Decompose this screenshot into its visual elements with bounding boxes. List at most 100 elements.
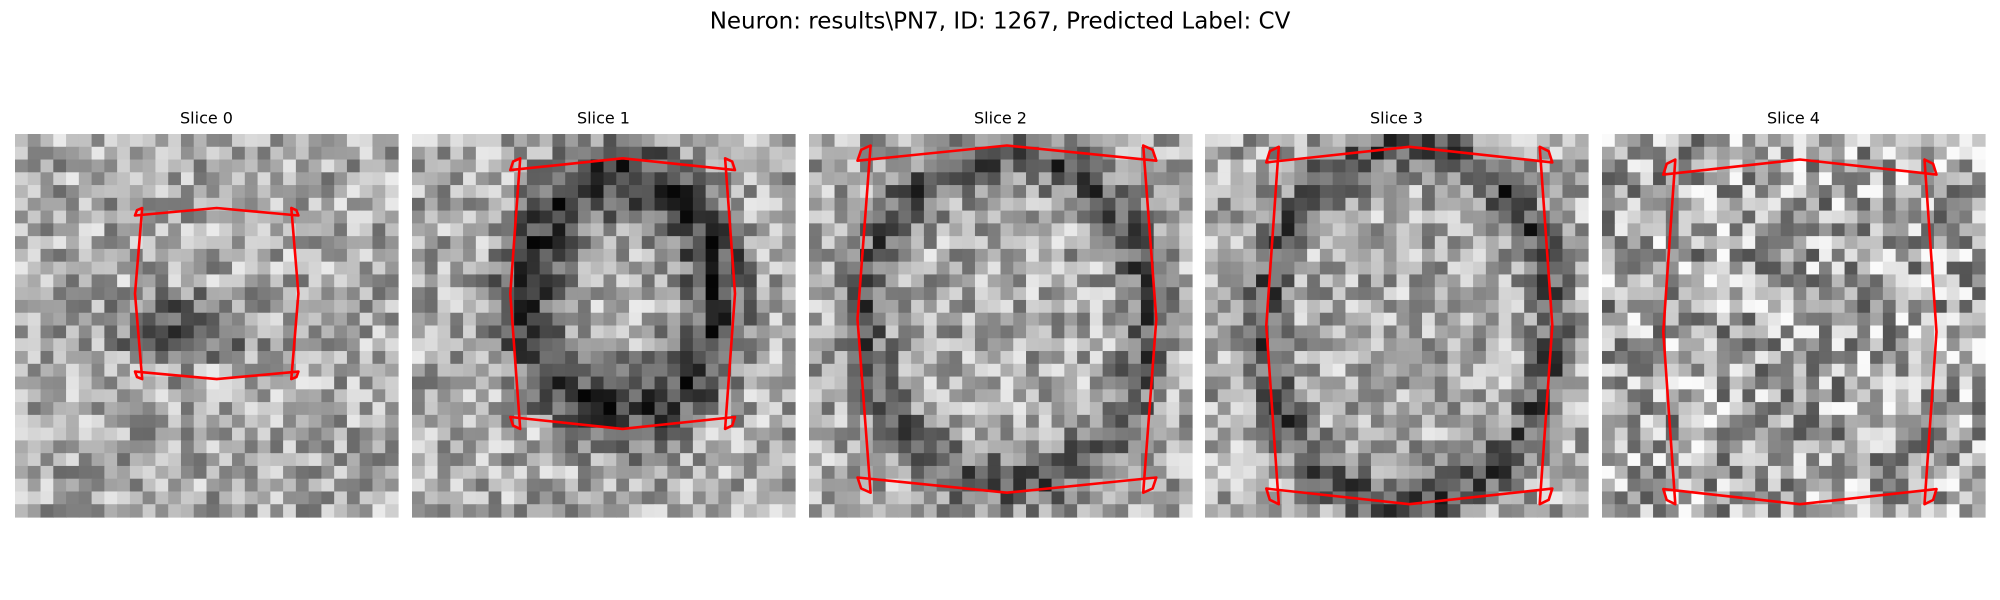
pixel — [743, 299, 758, 314]
pixel — [1908, 402, 1922, 416]
pixel — [539, 376, 554, 390]
pixel — [526, 197, 541, 212]
pixel — [232, 185, 246, 199]
pixel — [1729, 325, 1744, 339]
pixel — [782, 465, 796, 480]
pixel — [1704, 223, 1718, 237]
pixel — [1627, 427, 1641, 441]
pixel — [1383, 376, 1398, 390]
pixel — [1908, 504, 1922, 518]
pixel — [1678, 287, 1692, 301]
pixel — [1064, 248, 1078, 263]
pixel — [743, 261, 758, 276]
pixel — [834, 427, 848, 441]
pixel — [1396, 389, 1410, 403]
pixel — [1000, 351, 1014, 365]
pixel — [1819, 351, 1833, 365]
pixel — [1511, 453, 1525, 467]
pixel — [1575, 478, 1589, 493]
pixel — [885, 299, 899, 314]
pixel — [1806, 312, 1820, 327]
pixel — [743, 312, 758, 327]
pixel — [1614, 299, 1629, 314]
pixel — [1294, 299, 1308, 314]
pixel — [321, 312, 335, 327]
pixel — [590, 402, 605, 416]
pixel — [1268, 376, 1283, 390]
pixel — [1831, 248, 1846, 263]
pixel — [769, 146, 783, 161]
pixel — [308, 465, 322, 480]
pixel — [104, 491, 118, 505]
pixel — [1536, 223, 1551, 237]
pixel — [949, 338, 963, 352]
pixel — [1217, 172, 1232, 186]
pixel — [1038, 440, 1053, 454]
pixel — [53, 172, 67, 186]
pixel — [1370, 427, 1385, 441]
pixel — [847, 287, 861, 301]
pixel — [1882, 440, 1897, 454]
pixel — [1051, 185, 1065, 199]
pixel — [1243, 146, 1257, 161]
pixel — [1281, 197, 1295, 212]
pixel — [1882, 172, 1897, 186]
pixel — [1485, 236, 1500, 250]
pixel — [1077, 134, 1091, 148]
pixel — [1819, 453, 1833, 467]
pixel — [308, 146, 322, 161]
pixel — [1806, 146, 1820, 161]
pixel — [552, 172, 566, 186]
pixel — [437, 338, 451, 352]
pixel — [412, 402, 426, 416]
pixel — [514, 248, 528, 263]
pixel — [1064, 402, 1078, 416]
pixel — [1179, 389, 1193, 403]
pixel — [1678, 134, 1692, 148]
pixel — [372, 389, 386, 403]
pixel — [27, 197, 42, 212]
pixel — [180, 287, 195, 301]
pixel — [1562, 351, 1576, 365]
pixel — [552, 134, 566, 148]
pixel — [731, 389, 745, 403]
pixel — [1806, 325, 1820, 339]
pixel — [949, 351, 963, 365]
pixel — [372, 134, 386, 148]
pixel — [974, 376, 989, 390]
pixel — [1575, 440, 1589, 454]
pixel — [1793, 210, 1807, 224]
pixel — [1575, 465, 1589, 480]
pixel — [667, 465, 681, 480]
pixel — [743, 223, 758, 237]
pixel — [1332, 478, 1347, 493]
pixel — [1409, 338, 1423, 352]
pixel — [1319, 376, 1334, 390]
pixel — [1473, 210, 1487, 224]
pixel — [1549, 453, 1564, 467]
pixel — [1819, 504, 1833, 518]
pixel — [1511, 210, 1525, 224]
pixel — [424, 261, 439, 276]
pixel — [1691, 248, 1705, 263]
pixel — [1793, 478, 1807, 493]
pixel — [1077, 453, 1091, 467]
pixel — [424, 478, 439, 493]
pixel — [949, 172, 963, 186]
pixel — [501, 402, 515, 416]
pixel — [1447, 197, 1461, 212]
pixel — [1972, 185, 1986, 199]
pixel — [1089, 197, 1104, 212]
pixel — [834, 210, 848, 224]
pixel — [1575, 274, 1589, 288]
pixel — [641, 261, 656, 276]
pixel — [346, 172, 361, 186]
pixel — [1217, 261, 1232, 276]
pixel — [40, 414, 54, 429]
pixel — [1933, 402, 1948, 416]
pixel — [488, 376, 502, 390]
pixel — [1524, 185, 1538, 199]
pixel — [1704, 185, 1718, 199]
pixel — [923, 134, 938, 148]
pixel — [1370, 376, 1385, 390]
